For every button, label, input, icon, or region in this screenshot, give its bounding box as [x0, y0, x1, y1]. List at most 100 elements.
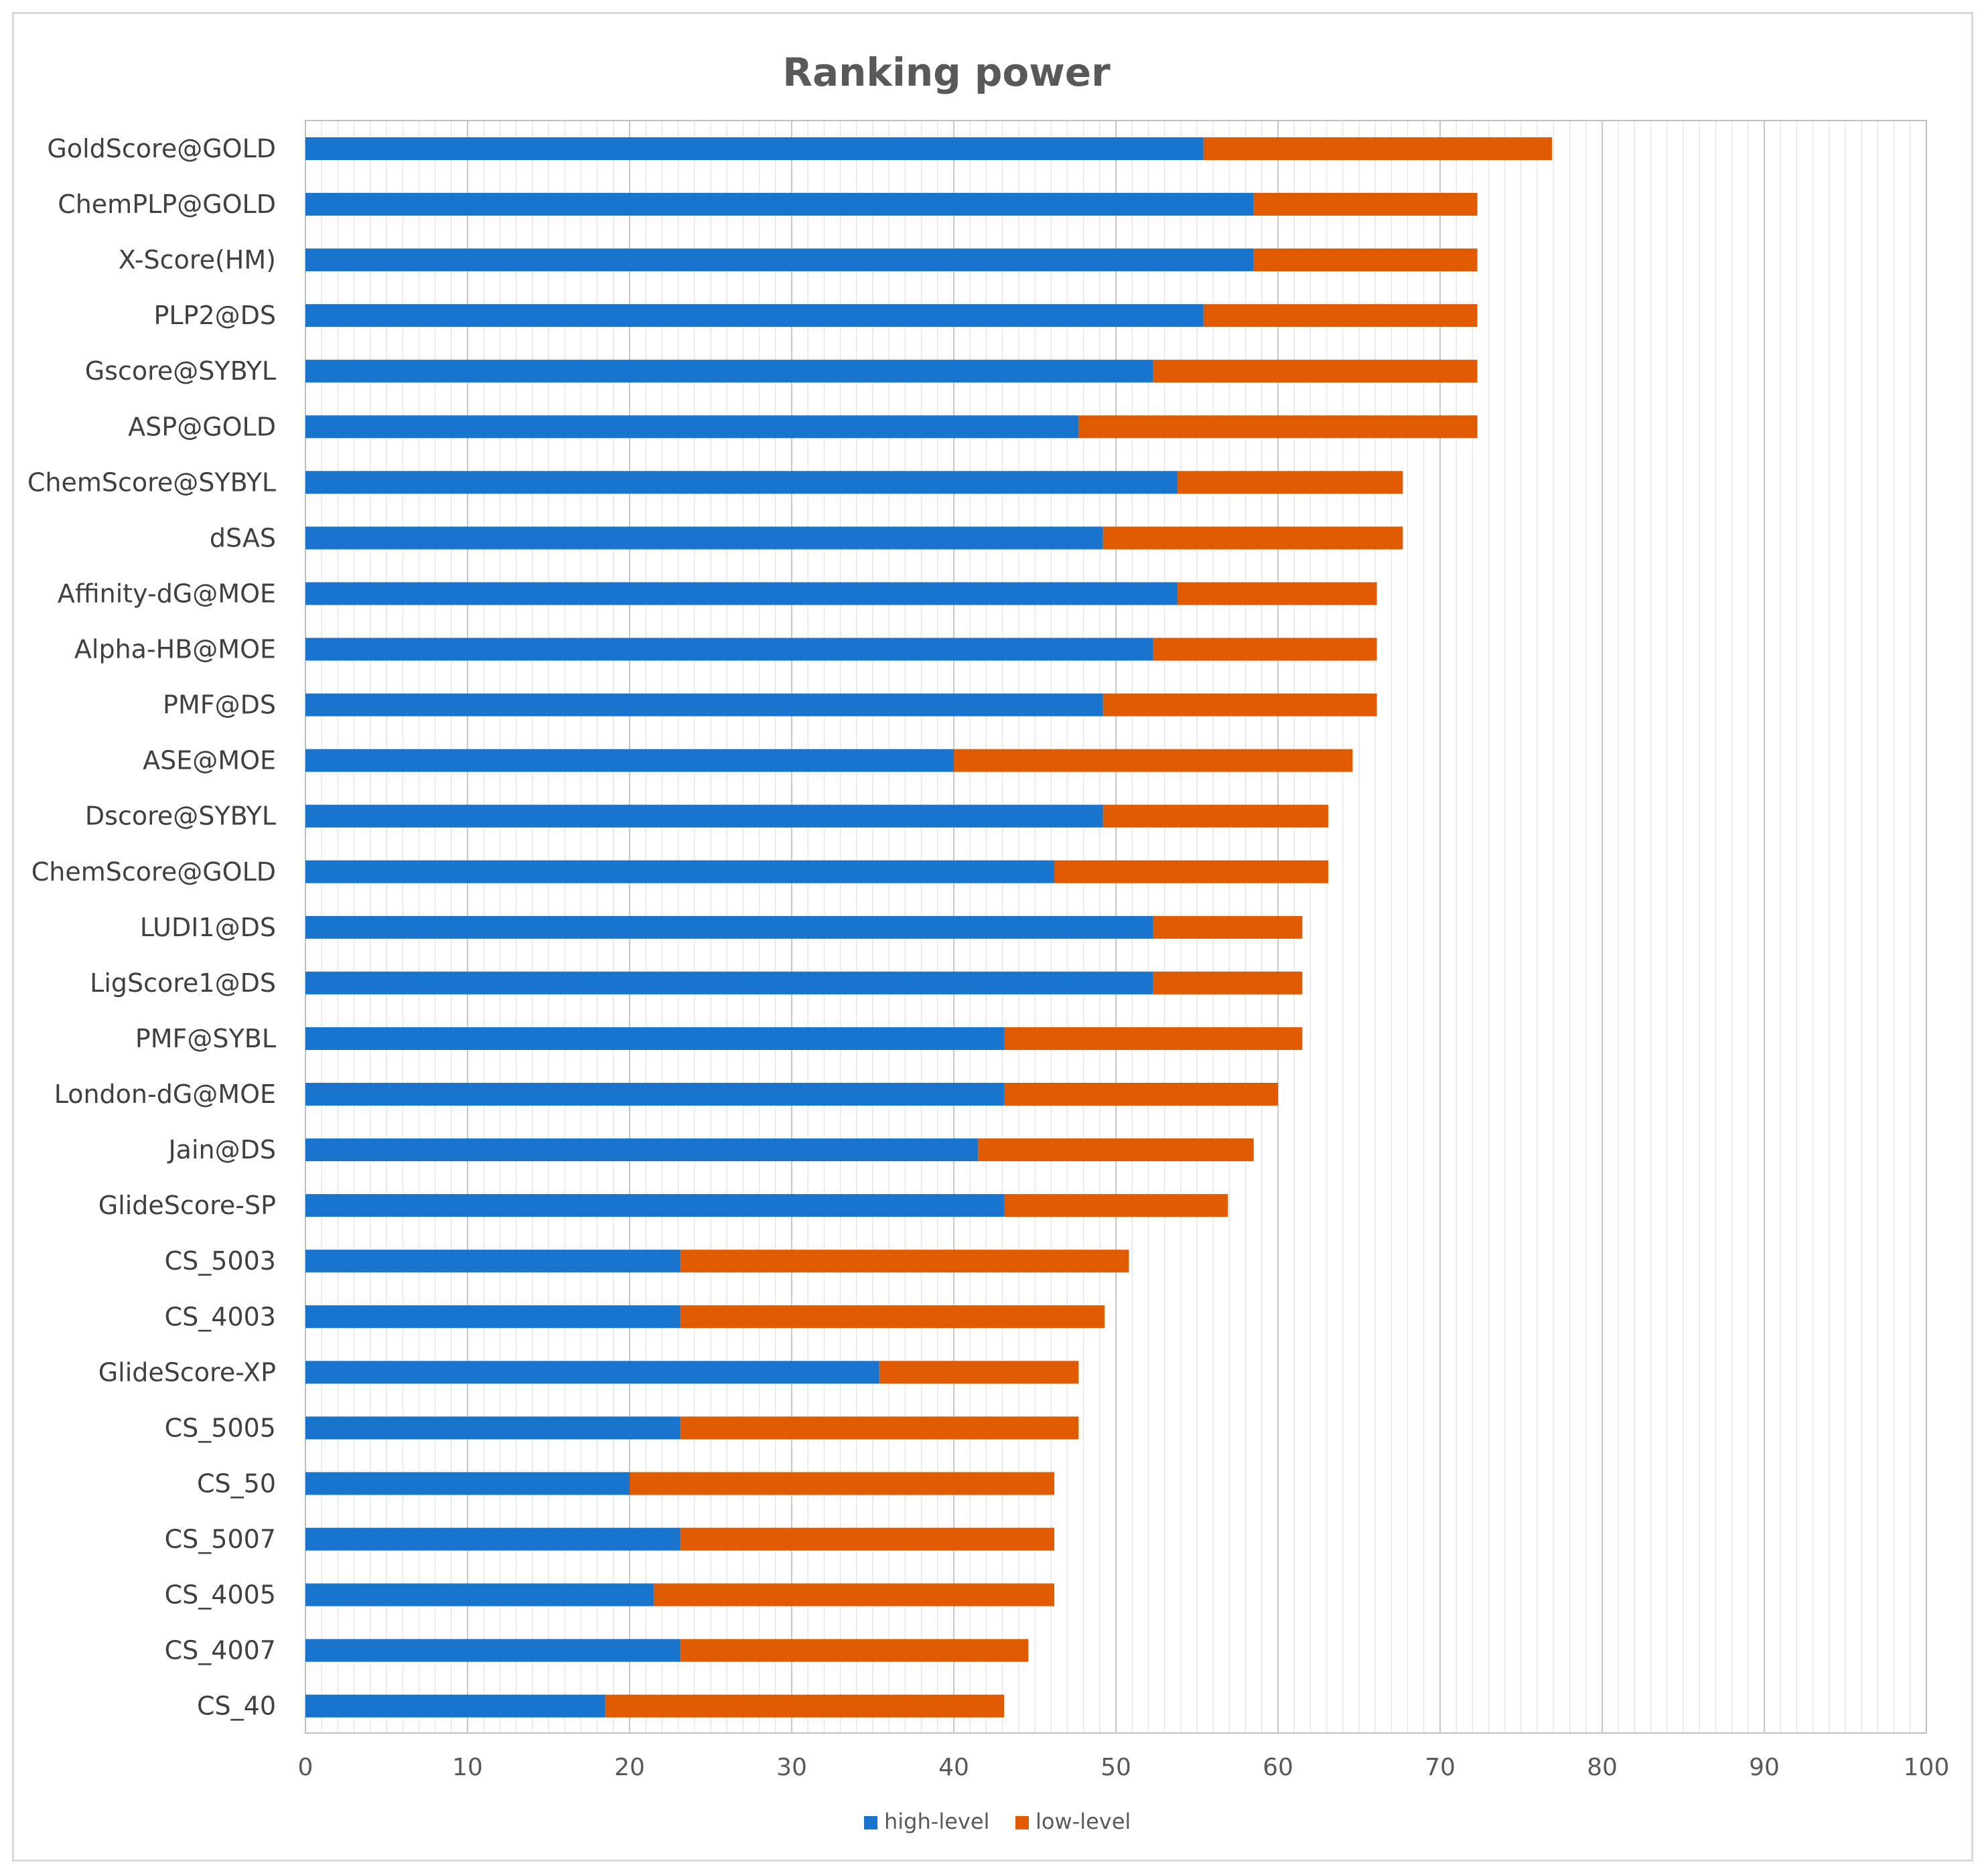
bar-high-level — [305, 1639, 681, 1662]
x-tick-label: 40 — [938, 1754, 969, 1781]
category-labels: GoldScore@GOLD ChemPLP@GOLD X-Score(HM) PLP… — [27, 134, 276, 1721]
bar-high-level — [305, 1694, 606, 1718]
category-label: X-Score(HM) — [119, 245, 276, 275]
category-label: CS_5005 — [165, 1413, 276, 1442]
bar-high-level — [305, 1583, 654, 1606]
bar-low-level — [630, 1472, 1055, 1495]
bar-low-level — [1103, 804, 1329, 828]
category-label: CS_40 — [197, 1692, 276, 1721]
x-tick-label: 50 — [1100, 1754, 1131, 1781]
bar-low-level — [680, 1305, 1105, 1329]
category-label: CS_50 — [197, 1469, 276, 1498]
x-tick-label: 100 — [1904, 1754, 1950, 1781]
bar-low-level — [1177, 471, 1403, 494]
category-label: LigScore1@DS — [90, 968, 276, 998]
bar-low-level — [1203, 137, 1552, 160]
bar-low-level — [1153, 915, 1303, 939]
bar-high-level — [305, 1527, 681, 1551]
x-tick-label: 80 — [1587, 1754, 1618, 1781]
bar-high-level — [305, 693, 1103, 717]
bar-low-level — [680, 1639, 1029, 1662]
bar-high-level — [305, 1194, 1005, 1217]
bar-high-level — [305, 860, 1055, 883]
chart-title: Ranking power — [782, 50, 1111, 95]
x-tick-label: 20 — [614, 1754, 645, 1781]
category-label: PMF@DS — [163, 690, 276, 720]
legend-item-high-level: high-level — [864, 1809, 989, 1834]
legend-item-low-level: low-level — [1015, 1809, 1131, 1834]
category-label: ChemScore@GOLD — [31, 857, 276, 887]
category-label: CS_4005 — [165, 1580, 276, 1610]
category-label: Gscore@SYBYL — [85, 356, 276, 386]
legend-label: low-level — [1036, 1809, 1131, 1834]
bar-high-level — [305, 304, 1204, 327]
category-label: ASE@MOE — [143, 746, 276, 775]
legend: high-level low-level — [864, 1809, 1131, 1834]
category-label: PMF@SYBL — [135, 1024, 276, 1053]
category-label: ASP@GOLD — [128, 412, 276, 441]
category-label: CS_5007 — [165, 1525, 276, 1554]
bar-low-level — [1004, 1027, 1303, 1050]
bar-low-level — [954, 749, 1353, 772]
bar-low-level — [1103, 526, 1403, 550]
category-label: GlideScore-XP — [98, 1357, 276, 1387]
bars-layer — [305, 137, 1552, 1718]
x-tick-label: 60 — [1263, 1754, 1293, 1781]
legend-swatch — [864, 1816, 877, 1829]
bar-low-level — [605, 1694, 1005, 1718]
x-tick-label: 30 — [776, 1754, 807, 1781]
category-label: PLP2@DS — [153, 301, 276, 330]
bar-low-level — [879, 1361, 1079, 1384]
category-label: Dscore@SYBYL — [85, 802, 276, 831]
bar-high-level — [305, 1083, 1005, 1106]
bar-high-level — [305, 1361, 879, 1384]
bar-high-level — [305, 526, 1103, 550]
bar-low-level — [654, 1583, 1055, 1606]
bar-low-level — [1253, 248, 1478, 272]
bar-low-level — [680, 1250, 1129, 1273]
x-tick-label: 10 — [452, 1754, 483, 1781]
bar-low-level — [1103, 693, 1377, 717]
bar-low-level — [1253, 193, 1478, 216]
x-tick-label: 70 — [1425, 1754, 1456, 1781]
bar-high-level — [305, 415, 1079, 439]
category-label: Alpha-HB@MOE — [74, 635, 276, 664]
bar-high-level — [305, 1138, 979, 1162]
bar-high-level — [305, 137, 1204, 160]
category-label: CS_4003 — [165, 1302, 276, 1331]
bar-high-level — [305, 915, 1153, 939]
bar-low-level — [1153, 971, 1303, 994]
category-label: Affinity-dG@MOE — [58, 579, 276, 608]
category-label: London-dG@MOE — [54, 1079, 276, 1109]
bar-low-level — [1054, 860, 1329, 883]
bar-high-level — [305, 971, 1153, 994]
legend-swatch — [1015, 1816, 1029, 1829]
category-label: GoldScore@GOLD — [47, 134, 276, 163]
bar-low-level — [1203, 304, 1478, 327]
category-label: CS_4007 — [165, 1636, 276, 1665]
bar-high-level — [305, 1305, 681, 1329]
x-axis-ticks: 0 10 20 30 40 50 60 70 80 90 100 — [298, 1754, 1950, 1781]
category-label: ChemPLP@GOLD — [58, 190, 276, 219]
bar-high-level — [305, 582, 1178, 605]
bar-high-level — [305, 638, 1153, 661]
bar-high-level — [305, 471, 1178, 494]
bar-low-level — [680, 1416, 1079, 1440]
category-label: dSAS — [210, 523, 276, 552]
bar-low-level — [1004, 1083, 1278, 1106]
bar-low-level — [680, 1527, 1055, 1551]
legend-label: high-level — [884, 1809, 989, 1834]
category-label: ChemScore@SYBYL — [27, 467, 276, 497]
x-tick-label: 0 — [298, 1754, 313, 1781]
bar-high-level — [305, 1472, 630, 1495]
bar-low-level — [1078, 415, 1478, 439]
bar-high-level — [305, 193, 1254, 216]
bar-high-level — [305, 248, 1254, 272]
bar-high-level — [305, 1027, 1005, 1050]
bar-high-level — [305, 749, 954, 772]
category-label: Jain@DS — [167, 1135, 276, 1165]
bar-high-level — [305, 804, 1103, 828]
bar-low-level — [1153, 638, 1377, 661]
bar-low-level — [1177, 582, 1377, 605]
